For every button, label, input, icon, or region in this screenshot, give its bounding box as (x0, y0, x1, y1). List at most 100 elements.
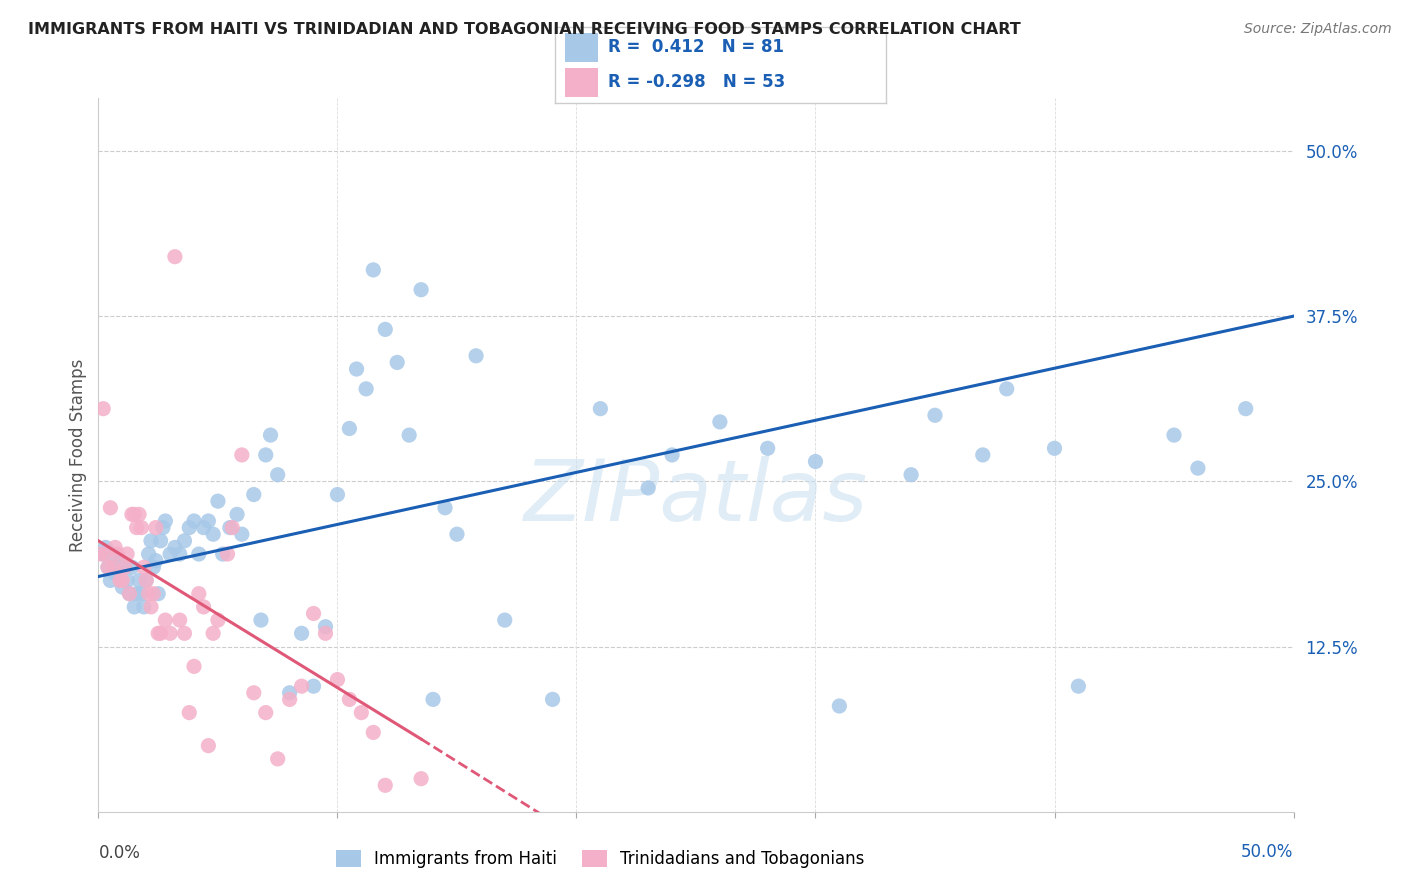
Point (159, 626, 181, 640)
Point (250, 613, 273, 627)
Point (125, 587, 148, 601)
Point (374, 778, 396, 792)
Text: Source: ZipAtlas.com: Source: ZipAtlas.com (1244, 22, 1392, 37)
Point (267, 752, 290, 766)
Bar (565, 33, 599, 62)
Point (1163, 428, 1185, 442)
Y-axis label: Receiving Food Stamps: Receiving Food Stamps (69, 359, 87, 551)
Point (291, 679, 314, 693)
Point (433, 500, 456, 515)
Point (108, 574, 131, 588)
Point (422, 692, 444, 706)
Point (1067, 679, 1090, 693)
Point (169, 547, 191, 561)
Point (155, 613, 177, 627)
Point (354, 382, 377, 396)
Point (111, 574, 134, 588)
Point (221, 520, 243, 534)
Point (254, 448, 277, 462)
Point (900, 467, 922, 482)
Point (132, 560, 155, 574)
Point (108, 554, 131, 568)
Point (138, 587, 160, 601)
Point (243, 487, 266, 501)
Point (142, 560, 165, 574)
Point (374, 322, 396, 336)
Point (446, 527, 468, 541)
Point (219, 520, 242, 534)
Point (494, 613, 516, 627)
Point (804, 454, 827, 468)
Point (115, 574, 138, 588)
Point (202, 626, 225, 640)
Point (145, 554, 167, 568)
Point (278, 686, 301, 700)
Point (589, 401, 612, 416)
Point (183, 514, 205, 528)
Legend: Immigrants from Haiti, Trinidadians and Tobagonians: Immigrants from Haiti, Trinidadians and … (329, 843, 872, 875)
Point (661, 448, 683, 462)
Point (193, 520, 215, 534)
Point (90, 547, 112, 561)
Point (131, 587, 153, 601)
Point (138, 547, 160, 561)
Point (398, 428, 420, 442)
Point (124, 508, 146, 522)
Point (193, 599, 215, 614)
Point (709, 415, 731, 429)
Point (202, 527, 225, 541)
Point (1043, 442, 1066, 456)
Point (135, 574, 157, 588)
Point (163, 541, 186, 555)
Text: R =  0.412   N = 81: R = 0.412 N = 81 (609, 38, 785, 56)
Point (183, 659, 205, 673)
Point (121, 560, 143, 574)
Point (101, 547, 124, 561)
Point (541, 692, 564, 706)
Point (207, 613, 229, 627)
Point (231, 448, 253, 462)
Point (115, 547, 138, 561)
Point (411, 772, 433, 786)
Point (243, 686, 266, 700)
Point (363, 263, 385, 277)
Point (197, 739, 219, 753)
Point (350, 706, 373, 720)
Point (97, 560, 120, 574)
Point (91, 547, 114, 561)
Point (145, 520, 167, 534)
Point (465, 349, 488, 363)
Point (118, 587, 141, 601)
Point (98, 574, 122, 588)
Text: IMMIGRANTS FROM HAITI VS TRINIDADIAN AND TOBAGONIAN RECEIVING FOOD STAMPS CORREL: IMMIGRANTS FROM HAITI VS TRINIDADIAN AND… (28, 22, 1021, 37)
Text: R = -0.298   N = 53: R = -0.298 N = 53 (609, 73, 786, 91)
Bar (565, 68, 599, 96)
Point (149, 626, 172, 640)
Point (924, 409, 946, 423)
Point (152, 520, 174, 534)
Point (169, 613, 191, 627)
Point (995, 382, 1018, 396)
Point (217, 547, 239, 561)
Point (207, 494, 229, 508)
Point (254, 706, 277, 720)
Point (131, 520, 153, 534)
Point (291, 626, 314, 640)
Point (197, 514, 219, 528)
Point (98, 500, 122, 515)
Point (972, 448, 994, 462)
Point (101, 560, 124, 574)
Point (148, 626, 170, 640)
Point (173, 626, 195, 640)
Text: 50.0%: 50.0% (1241, 843, 1294, 861)
Point (91, 401, 114, 416)
Point (179, 706, 201, 720)
Point (1187, 461, 1209, 475)
Point (97, 560, 120, 574)
Point (411, 283, 433, 297)
Point (114, 560, 136, 574)
Point (159, 547, 181, 561)
Point (149, 533, 172, 548)
Point (118, 587, 141, 601)
Point (148, 587, 170, 601)
